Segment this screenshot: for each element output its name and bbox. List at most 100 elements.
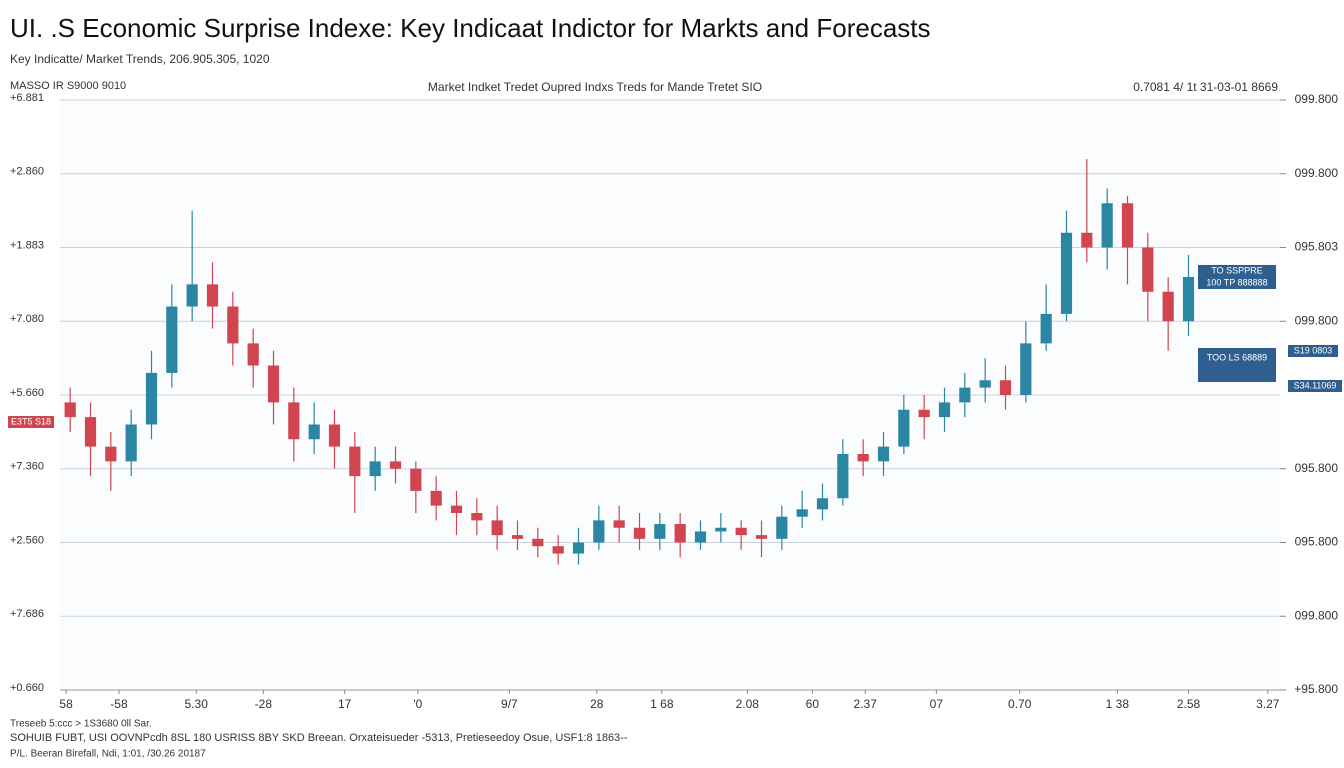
annotation: TOO LS 68889	[1207, 352, 1267, 362]
candle-body	[125, 424, 137, 462]
candle-body	[471, 513, 483, 521]
candle-body	[1020, 343, 1032, 395]
footer-line: P/L. Beeran Birefall, Ndi, 1:01, /30.26 …	[10, 749, 206, 760]
candle-body	[837, 454, 849, 499]
y-tick-label: +0.660	[10, 682, 44, 694]
y2-tick-label: 095.803	[1295, 240, 1339, 254]
candle-body	[1121, 203, 1134, 248]
x-tick-label: 58	[59, 697, 73, 711]
y2-tick-label: 095.800	[1295, 461, 1339, 475]
candle-body	[755, 535, 768, 539]
candle-body	[572, 542, 585, 554]
chart-title: UI. .S Economic Surprise Indexe: Key Ind…	[10, 13, 931, 43]
annotation: E3T5 S18	[11, 416, 51, 426]
candle-body	[1182, 277, 1195, 322]
candle-body	[410, 468, 422, 491]
candle-body	[1040, 313, 1052, 344]
y-tick-label: +2.860	[10, 166, 44, 178]
x-tick-label: -58	[110, 697, 128, 711]
y-tick-label: +7.360	[10, 461, 44, 473]
y-tick-label: +7.686	[10, 608, 44, 620]
candle-body	[145, 372, 158, 425]
candle-body	[613, 520, 625, 528]
candle-body	[938, 402, 951, 418]
x-tick-label: 2.37	[854, 697, 878, 711]
header-center: Market Indket Tredet Oupred Indxs Treds …	[428, 80, 762, 94]
chart-subtitle: Key Indicatte/ Market Trends, 206.905.30…	[10, 52, 270, 66]
candle-body	[715, 527, 727, 532]
candle-body	[511, 535, 524, 539]
candle-body	[593, 520, 605, 543]
y2-tick-label: 099.800	[1295, 92, 1339, 106]
y2-tick-label: 099.800	[1295, 608, 1339, 622]
x-tick-label: 1 38	[1106, 697, 1130, 711]
candle-body	[816, 498, 829, 510]
y-tick-label: +2.560	[10, 534, 44, 546]
y2-tick-label: 095.800	[1295, 535, 1339, 549]
annotation-box	[1198, 265, 1276, 277]
annotation-box	[1288, 345, 1338, 357]
x-tick-label: -28	[255, 697, 273, 711]
x-tick-label: 0.70	[1008, 697, 1032, 711]
candle-body	[1162, 291, 1174, 322]
y2-tick-label: 099.800	[1295, 166, 1339, 180]
x-tick-label: 28	[590, 697, 604, 711]
candle-body	[267, 365, 280, 403]
candle-body	[206, 284, 219, 307]
candle-body	[796, 509, 808, 517]
candle-body	[105, 446, 117, 462]
annotation-box	[8, 416, 54, 428]
x-tick-label: 2.58	[1177, 697, 1201, 711]
candle-body	[735, 527, 747, 536]
candle-body	[1060, 232, 1073, 314]
x-tick-label: 5.30	[185, 697, 209, 711]
annotation-box	[1288, 380, 1342, 392]
y-tick-label: +5.660	[10, 387, 44, 399]
footer-line: Treseeb 5:ccc > 1S3680 0ll Sar.	[10, 719, 152, 730]
candle-body	[999, 380, 1012, 395]
candle-body	[633, 527, 646, 539]
candle-body	[1142, 247, 1154, 292]
candle-body	[186, 284, 198, 307]
y2-tick-label: 099.800	[1295, 313, 1339, 327]
y-tick-label: +6.881	[10, 92, 44, 104]
header-right: 0.7081 4/ 1t 31-03-01 8669	[1133, 80, 1278, 94]
candle-body	[491, 520, 503, 536]
header-left: MASSO IR S9000 9010	[10, 80, 126, 92]
annotation: 100 TP 888888	[1206, 277, 1267, 287]
candle-body	[288, 402, 300, 440]
candle-body	[898, 409, 910, 447]
candle-body	[450, 505, 463, 513]
candle-body	[227, 306, 239, 344]
candle-body	[694, 531, 707, 543]
candle-body	[918, 409, 930, 418]
candle-body	[877, 446, 890, 462]
candle-body	[552, 546, 564, 554]
footer-line: SOHUIB FUBT, USI OOVNPcdh 8SL 180 USRISS…	[10, 732, 628, 744]
candle-body	[532, 538, 544, 547]
x-tick-label: 17	[338, 697, 352, 711]
candle-body	[654, 524, 666, 539]
x-tick-label: 1 68	[650, 697, 674, 711]
candle-body	[84, 417, 97, 447]
x-tick-label: 2.08	[736, 697, 760, 711]
candle-body	[979, 380, 991, 388]
y2-tick-label: +95.800	[1294, 682, 1338, 696]
candle-body	[369, 461, 381, 477]
y-tick-label: +7.080	[10, 313, 44, 325]
candle-body	[166, 306, 178, 373]
candle-body	[308, 424, 320, 440]
candle-body	[959, 387, 971, 403]
candle-body	[674, 524, 686, 543]
x-tick-label: 60	[806, 697, 820, 711]
candle-body	[64, 402, 76, 418]
annotation-box	[1198, 277, 1276, 289]
candle-body	[349, 446, 361, 477]
x-tick-label: 3.27	[1256, 697, 1280, 711]
candle-body	[328, 424, 341, 447]
annotation: TO SSPPRE	[1211, 265, 1262, 275]
x-tick-label: '0	[413, 697, 422, 711]
candle-body	[776, 516, 788, 539]
